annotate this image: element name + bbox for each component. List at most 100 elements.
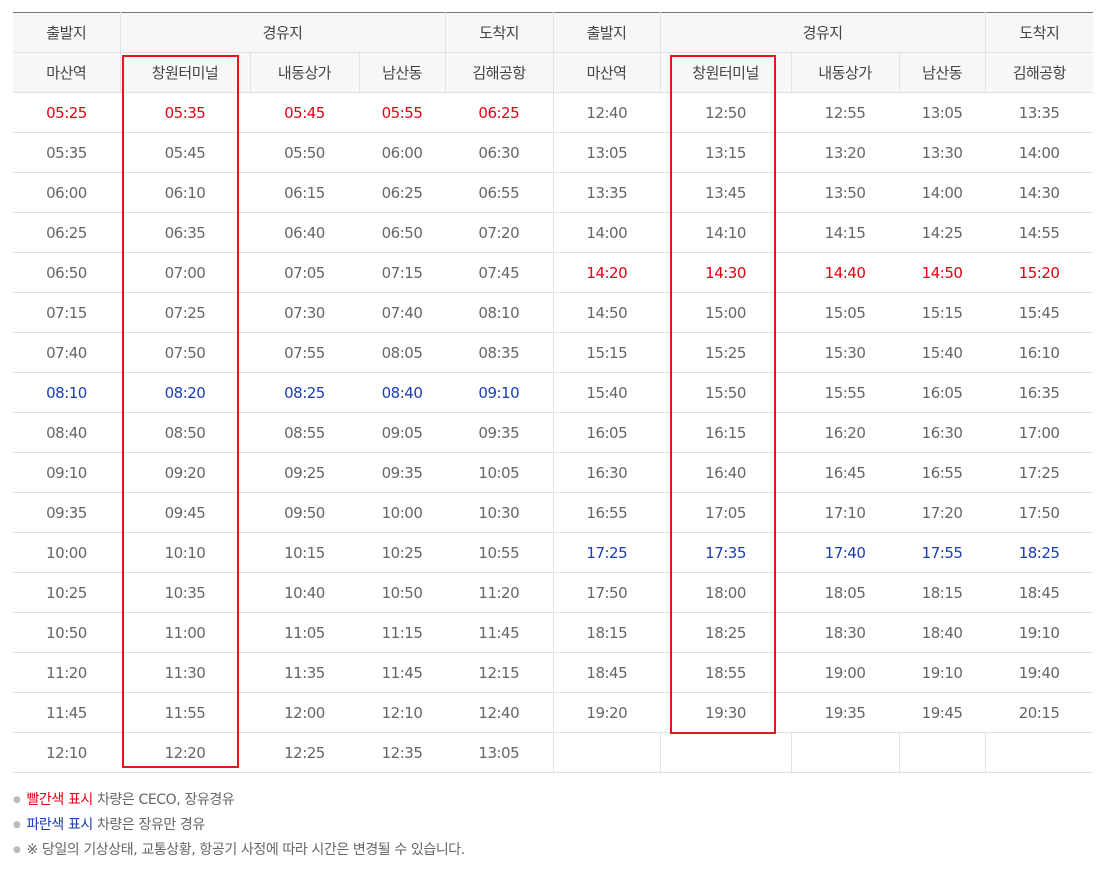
time-cell: 11:55: [120, 692, 250, 733]
time-cell: 09:10: [445, 372, 554, 413]
time-cell: 14:15: [791, 212, 900, 253]
time-cell: 19:45: [899, 692, 986, 733]
time-cell: 16:20: [791, 412, 900, 453]
time-cell: 10:40: [250, 572, 359, 613]
time-cell: 09:35: [359, 452, 446, 493]
header-origin: 출발지: [552, 12, 661, 53]
time-cell: 19:20: [552, 692, 661, 733]
time-cell: 08:40: [13, 412, 120, 453]
time-cell: 08:25: [250, 372, 359, 413]
bullet-icon: ●: [13, 845, 21, 855]
time-cell: 16:05: [899, 372, 986, 413]
time-cell: 16:55: [899, 452, 986, 493]
timetable-table: 출발지 경유지 도착지 출발지 경유지 도착지 마산역 창원터미널 내동상가 남…: [13, 12, 1094, 773]
time-cell: 15:55: [791, 372, 900, 413]
table-row: 06:00 06:10 06:15 06:25 06:55 13:35 13:45 13:50…: [13, 172, 1094, 213]
table-row: 05:35 05:45 05:50 06:00 06:30 13:05 13:15 13:20…: [13, 132, 1094, 173]
red-text: 차량은 CECO, 장유경유: [92, 792, 235, 808]
time-cell: 12:25: [250, 732, 359, 773]
table-row: 08:10 08:20 08:25 08:40 09:10 15:40 15:50 15:55…: [13, 372, 1094, 413]
stop-header: 창원터미널: [119, 52, 250, 93]
time-cell: 16:30: [552, 452, 661, 493]
time-cell: 12:40: [445, 692, 554, 733]
time-cell: 12:10: [13, 732, 120, 773]
time-cell: 11:45: [359, 652, 446, 693]
time-cell: 19:00: [791, 652, 900, 693]
time-cell: 10:30: [445, 492, 554, 533]
time-cell: 06:50: [359, 212, 446, 253]
time-cell: 14:55: [985, 212, 1094, 253]
time-cell: 17:10: [791, 492, 900, 533]
time-cell: 05:50: [250, 132, 359, 173]
time-cell: 18:55: [660, 652, 792, 693]
time-cell: 16:05: [552, 412, 661, 453]
time-cell: 16:55: [552, 492, 661, 533]
time-cell: 08:10: [13, 372, 120, 413]
stop-header: 마산역: [552, 52, 661, 93]
time-cell: 19:10: [899, 652, 986, 693]
time-cell: 18:25: [985, 532, 1094, 573]
time-cell: 08:10: [445, 292, 554, 333]
time-cell: 13:35: [985, 92, 1094, 133]
time-cell: 12:15: [445, 652, 554, 693]
time-cell: 15:30: [791, 332, 900, 373]
time-cell: 18:15: [552, 612, 661, 653]
time-cell: 10:35: [120, 572, 250, 613]
time-cell: 13:05: [552, 132, 661, 173]
timetable: 출발지 경유지 도착지 출발지 경유지 도착지 마산역 창원터미널 내동상가 남…: [13, 12, 1094, 773]
time-cell: 12:40: [552, 92, 661, 133]
notice-text: ※ 당일의 기상상태, 교통상황, 항공기 사정에 따라 시간은 변경될 수 있…: [26, 842, 465, 858]
time-cell: 06:50: [13, 252, 120, 293]
time-cell: 19:30: [660, 692, 792, 733]
time-cell: 18:40: [899, 612, 986, 653]
time-cell: 06:25: [13, 212, 120, 253]
time-cell: 05:35: [120, 92, 250, 133]
time-cell: 11:35: [250, 652, 359, 693]
time-cell: 07:20: [445, 212, 554, 253]
time-cell: 14:50: [899, 252, 986, 293]
time-cell: 19:40: [985, 652, 1094, 693]
time-cell: 15:50: [660, 372, 792, 413]
time-cell: 17:50: [552, 572, 661, 613]
time-cell: 06:55: [445, 172, 554, 213]
time-cell: 18:00: [660, 572, 792, 613]
time-cell: [659, 732, 792, 773]
time-cell: 18:05: [791, 572, 900, 613]
table-row: 06:25 06:35 06:40 06:50 07:20 14:00 14:10 14:15…: [13, 212, 1094, 253]
table-row: 10:50 11:00 11:05 11:15 11:45 18:15 18:25 18:30…: [13, 612, 1094, 653]
note-red: ● 빨간색 표시 차량은 CECO, 장유경유: [13, 789, 465, 814]
time-cell: 14:30: [660, 252, 792, 293]
time-cell: 10:10: [120, 532, 250, 573]
time-cell: 15:45: [985, 292, 1094, 333]
time-cell: 07:15: [13, 292, 120, 333]
time-cell: 08:05: [359, 332, 446, 373]
bullet-icon: ●: [13, 795, 21, 805]
time-cell: 08:35: [445, 332, 554, 373]
header-origin: 출발지: [13, 12, 120, 53]
time-cell: 17:05: [660, 492, 792, 533]
header-via: 경유지: [659, 12, 986, 53]
time-cell: 13:20: [791, 132, 900, 173]
time-cell: 11:20: [445, 572, 554, 613]
time-cell: 06:15: [250, 172, 359, 213]
time-cell: 07:25: [120, 292, 250, 333]
time-cell: 05:35: [13, 132, 120, 173]
time-cell: 09:35: [13, 492, 120, 533]
blue-text: 차량은 장유만 경유: [92, 817, 205, 833]
stop-header: 마산역: [13, 52, 120, 93]
time-cell: 14:20: [552, 252, 661, 293]
time-cell: 11:15: [359, 612, 446, 653]
time-cell: 16:30: [899, 412, 986, 453]
header-group-row: 출발지 경유지 도착지 출발지 경유지 도착지: [13, 12, 1094, 53]
time-cell: 12:55: [791, 92, 900, 133]
legend-notes: ● 빨간색 표시 차량은 CECO, 장유경유 ● 파란색 표시 차량은 장유만 경…: [13, 789, 465, 864]
time-cell: 10:55: [445, 532, 554, 573]
stop-header: 김해공항: [984, 52, 1094, 93]
time-cell: 15:40: [552, 372, 661, 413]
time-cell: 10:50: [13, 612, 120, 653]
time-cell: 11:45: [445, 612, 554, 653]
time-cell: 05:55: [359, 92, 446, 133]
stop-header: 김해공항: [444, 52, 554, 93]
time-cell: 09:50: [250, 492, 359, 533]
bullet-icon: ●: [13, 820, 21, 830]
